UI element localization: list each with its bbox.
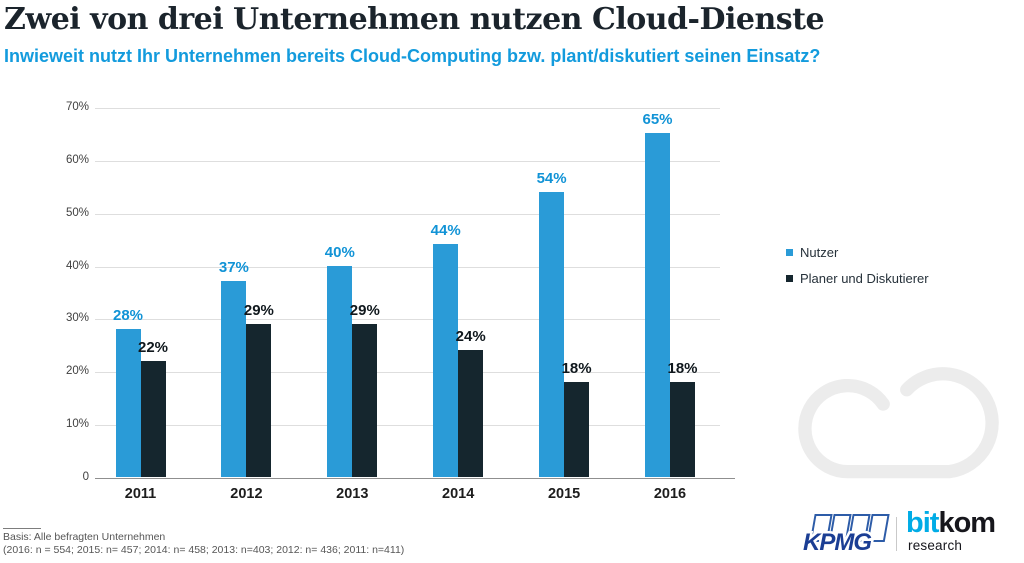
bar-planer-und-diskutierer-2011: 22% <box>138 339 168 477</box>
gridline <box>95 108 720 109</box>
gridline <box>95 266 720 268</box>
bar-value-label: 44% <box>430 222 461 239</box>
bar-nutzer-2015: 54% <box>537 170 567 477</box>
page-title: Zwei von drei Unternehmen nutzen Cloud-D… <box>4 2 825 37</box>
y-tick-label: 70% <box>65 101 89 113</box>
y-tick-label: 0 <box>82 471 89 483</box>
bar-value-label: 29% <box>243 302 274 319</box>
bar-value-label: 24% <box>455 328 486 345</box>
bar-planer-und-diskutierer-2015: 18% <box>562 360 592 477</box>
gridline <box>95 160 720 162</box>
y-tick-label: 50% <box>65 206 89 219</box>
kpmg-wordmark-halo: KPMG <box>803 529 871 556</box>
legend-label: Planer und Diskutierer <box>800 271 929 286</box>
x-axis-baseline <box>95 478 735 479</box>
chart-legend: Nutzer Planer und Diskutierer <box>786 245 929 297</box>
bar-group-2016: 65% 18% <box>642 111 698 477</box>
bar-planer-und-diskutierer-2012: 29% <box>244 302 274 477</box>
bitkom-research-logo: bitkom research <box>906 507 996 553</box>
bitkom-wordmark-bit: bit <box>906 507 939 539</box>
cloud-watermark-icon <box>788 322 1003 489</box>
gridline <box>95 372 720 374</box>
bar-planer-und-diskutierer-2016: 18% <box>667 360 698 477</box>
legend-swatch-icon <box>786 275 793 282</box>
bar-group-2015: 54% 18% <box>537 170 592 477</box>
bar-value-label: 29% <box>349 302 380 319</box>
x-tick-label-2014: 2014 <box>442 486 475 502</box>
legend-label: Nutzer <box>800 245 839 260</box>
x-tick-label-2013: 2013 <box>336 486 369 502</box>
bar-nutzer-2011: 28% <box>113 307 143 477</box>
x-tick-label-2011: 2011 <box>124 486 157 502</box>
gridline <box>95 425 720 427</box>
y-tick-label: 30% <box>65 312 89 325</box>
y-tick-label: 60% <box>65 153 89 166</box>
footnote-basis: Basis: Alle befragten Unternehmen <box>3 531 166 543</box>
bar-nutzer-2014: 44% <box>431 222 461 477</box>
legend-item-planer-und-diskutierer: Planer und Diskutierer <box>786 271 929 286</box>
legend-swatch-icon <box>786 249 793 256</box>
bar-value-label: 40% <box>324 244 355 261</box>
y-tick-label: 10% <box>65 418 89 431</box>
bar-value-label: 22% <box>137 339 169 356</box>
gridline <box>95 319 720 321</box>
bitkom-research-label: research <box>908 538 963 553</box>
bar-group-2011: 28% 22% <box>113 307 168 477</box>
x-tick-label-2015: 2015 <box>547 486 581 502</box>
y-tick-label: 20% <box>65 365 89 378</box>
kpmg-logo: KPMG KPMG <box>800 512 892 561</box>
chart-subtitle-question: Inwieweit nutzt Ihr Unternehmen bereits … <box>4 46 821 66</box>
bar-planer-und-diskutierer-2014: 24% <box>456 328 486 477</box>
bar-value-label: 65% <box>642 111 673 128</box>
bar-value-label: 28% <box>112 307 144 324</box>
bar-chart-plot-area: 70% 60% 50% 40% 30% 20% 10% 0 28% 22% 2011 37% 29% 20… <box>66 101 735 502</box>
bar-nutzer-2012: 37% <box>219 259 249 477</box>
y-tick-label: 40% <box>65 259 89 272</box>
x-tick-label-2016: 2016 <box>653 486 687 502</box>
bar-value-label: 37% <box>218 259 249 276</box>
bar-nutzer-2013: 40% <box>325 244 355 477</box>
bar-group-2014: 44% 24% <box>431 222 486 477</box>
bitkom-wordmark: bitkom <box>906 507 996 539</box>
legend-item-nutzer: Nutzer <box>786 245 929 260</box>
bitkom-wordmark-kom: kom <box>938 507 996 539</box>
logo-divider <box>896 517 897 551</box>
kpmg-wordmark: KPMG <box>803 529 871 556</box>
footnote-sample-sizes: (2016: n = 554; 2015: n= 457; 2014: n= 4… <box>3 544 405 556</box>
bar-value-label: 54% <box>536 170 567 187</box>
bar-planer-und-diskutierer-2013: 29% <box>350 302 380 477</box>
bar-value-label: 18% <box>561 360 592 377</box>
bar-nutzer-2016: 65% <box>642 111 673 477</box>
footnote-rule <box>3 528 41 529</box>
bar-group-2012: 37% 29% <box>219 259 274 477</box>
bar-group-2013: 40% 29% <box>325 244 380 477</box>
x-tick-label-2012: 2012 <box>230 486 263 502</box>
gridline <box>95 213 720 215</box>
bar-value-label: 18% <box>667 360 698 377</box>
